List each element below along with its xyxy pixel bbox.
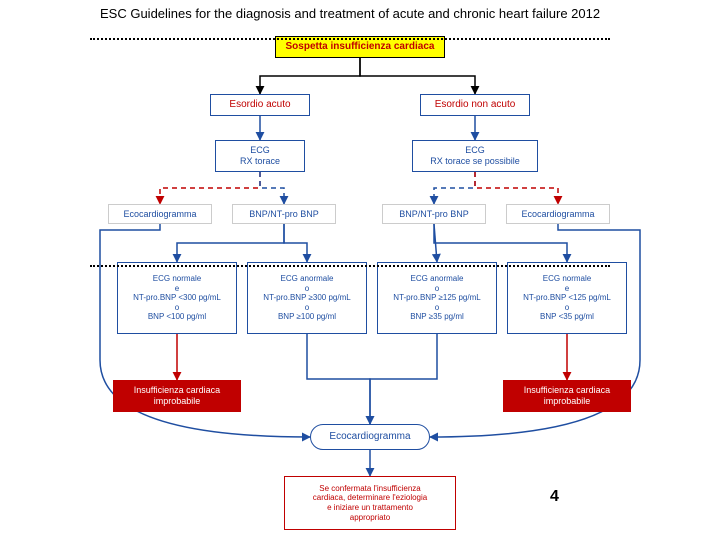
- flow-node-crit1: ECG normaleeNT-pro.BNP <300 pg/mLoBNP <1…: [117, 262, 237, 334]
- node-text: e: [175, 284, 179, 294]
- node-text: RX torace se possibile: [430, 156, 520, 167]
- node-text: o: [435, 284, 439, 294]
- flow-node-bnp-r: BNP/NT-pro BNP: [382, 204, 486, 224]
- node-text: ECG normale: [153, 274, 201, 284]
- node-text: BNP/NT-pro BNP: [249, 209, 319, 220]
- node-text: NT-pro.BNP <125 pg/mL: [523, 293, 611, 303]
- node-text: Insufficienza cardiaca: [524, 385, 610, 396]
- flow-node-improb-r: Insufficienza cardiacaimprobabile: [503, 380, 631, 412]
- section-divider: [90, 265, 610, 267]
- flow-node-nonacute: Esordio non acuto: [420, 94, 530, 116]
- flow-node-echo-fin: Ecocardiogramma: [310, 424, 430, 450]
- node-text: NT-pro.BNP <300 pg/mL: [133, 293, 221, 303]
- node-text: ECG anormale: [411, 274, 464, 284]
- node-text: BNP ≥35 pg/ml: [410, 312, 464, 322]
- flow-node-ecg-r: ECGRX torace se possibile: [412, 140, 538, 172]
- node-text: Ecocardiogramma: [329, 431, 410, 443]
- node-text: improbabile: [544, 396, 591, 407]
- node-text: BNP ≥100 pg/ml: [278, 312, 336, 322]
- node-text: Ecocardiogramma: [123, 209, 196, 220]
- flow-node-bnp-l: BNP/NT-pro BNP: [232, 204, 336, 224]
- node-text: Sospetta insufficienza cardiaca: [286, 41, 435, 53]
- flow-node-final: Se confermata l'insufficienzacardiaca, d…: [284, 476, 456, 530]
- node-text: improbabile: [154, 396, 201, 407]
- page-title: ESC Guidelines for the diagnosis and tre…: [100, 6, 600, 21]
- node-text: appropriato: [350, 513, 390, 523]
- node-text: o: [435, 303, 439, 313]
- node-text: Ecocardiogramma: [521, 209, 594, 220]
- node-text: cardiaca, determinare l'eziologia: [313, 493, 427, 503]
- node-text: o: [565, 303, 569, 313]
- node-text: e: [565, 284, 569, 294]
- page-number: 4: [550, 488, 559, 506]
- flow-node-acute: Esordio acuto: [210, 94, 310, 116]
- node-text: ECG: [465, 145, 485, 156]
- node-text: Esordio acuto: [229, 99, 290, 111]
- node-text: ECG: [250, 145, 270, 156]
- flow-node-crit4: ECG normaleeNT-pro.BNP <125 pg/mLoBNP <3…: [507, 262, 627, 334]
- node-text: Insufficienza cardiaca: [134, 385, 220, 396]
- node-text: o: [175, 303, 179, 313]
- node-text: NT-pro.BNP ≥125 pg/mL: [393, 293, 480, 303]
- node-text: Esordio non acuto: [435, 99, 516, 111]
- node-text: o: [305, 303, 309, 313]
- flow-node-crit2: ECG anormaleoNT-pro.BNP ≥300 pg/mLoBNP ≥…: [247, 262, 367, 334]
- flow-node-crit3: ECG anormaleoNT-pro.BNP ≥125 pg/mLoBNP ≥…: [377, 262, 497, 334]
- node-text: BNP/NT-pro BNP: [399, 209, 469, 220]
- flow-node-echo-l: Ecocardiogramma: [108, 204, 212, 224]
- node-text: ECG anormale: [281, 274, 334, 284]
- node-text: ECG normale: [543, 274, 591, 284]
- flow-node-echo-r: Ecocardiogramma: [506, 204, 610, 224]
- node-text: o: [305, 284, 309, 294]
- node-text: BNP <100 pg/ml: [148, 312, 206, 322]
- flow-node-improb-l: Insufficienza cardiacaimprobabile: [113, 380, 241, 412]
- node-text: NT-pro.BNP ≥300 pg/mL: [263, 293, 350, 303]
- node-text: e iniziare un trattamento: [327, 503, 413, 513]
- node-text: BNP <35 pg/ml: [540, 312, 594, 322]
- flow-node-ecg-l: ECGRX torace: [215, 140, 305, 172]
- node-text: Se confermata l'insufficienza: [319, 484, 420, 494]
- section-divider: [90, 38, 610, 40]
- node-text: RX torace: [240, 156, 280, 167]
